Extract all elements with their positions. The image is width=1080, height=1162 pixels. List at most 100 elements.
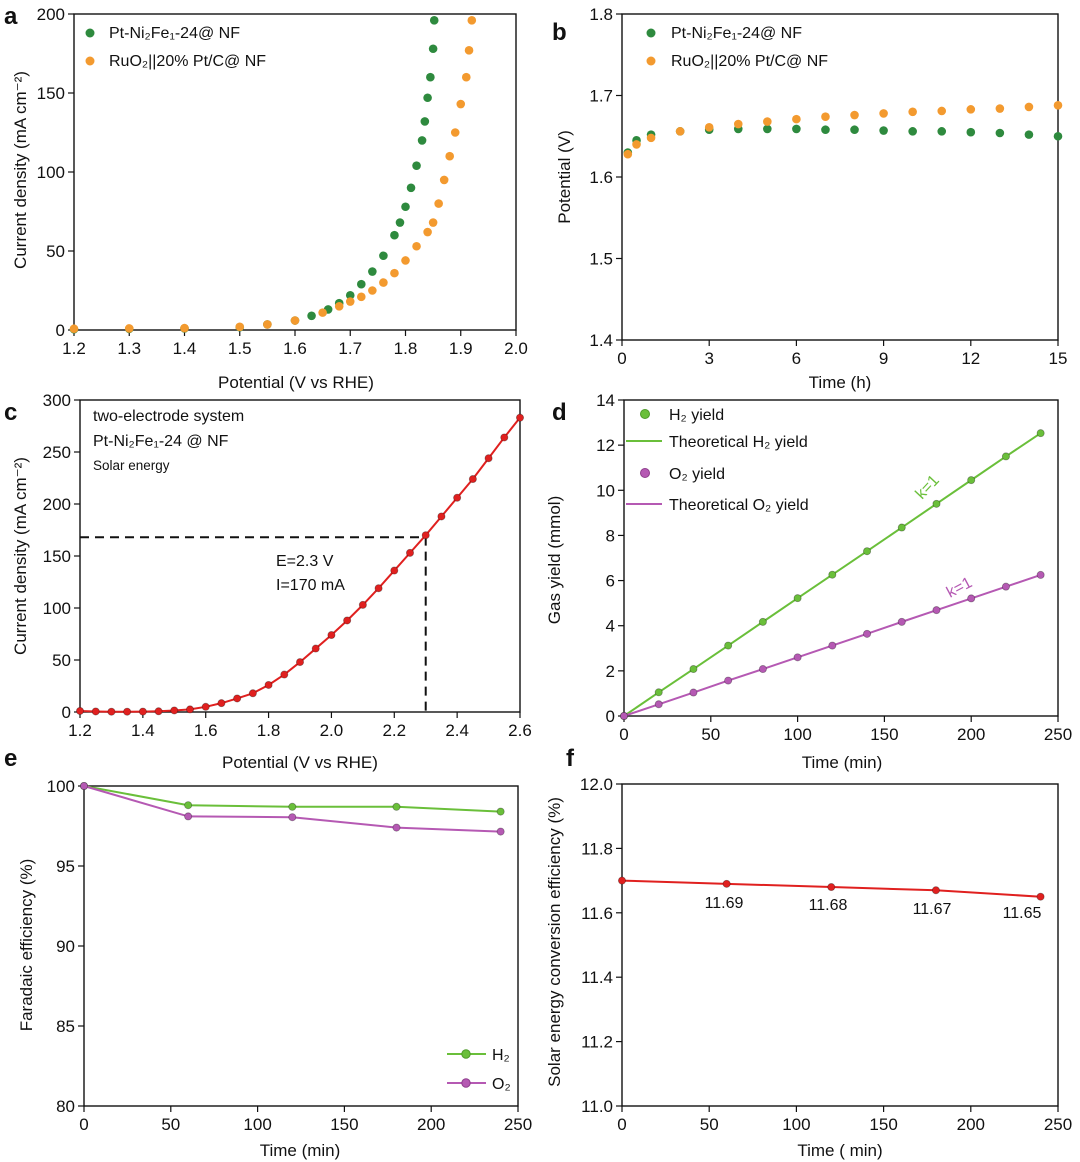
y-tick-label-a: 0: [56, 321, 65, 340]
data-point-e-1: [184, 801, 193, 810]
legend-marker-e-2: [461, 1078, 471, 1088]
x-tick-label-d: 100: [783, 725, 811, 744]
data-point-b-1: [908, 127, 917, 136]
y-axis-label-f: Solar energy conversion efficiency (%): [545, 797, 564, 1087]
data-point-a-2: [467, 16, 477, 25]
x-tick-label-a: 1.2: [62, 339, 86, 358]
x-tick-label-c: 1.8: [257, 721, 281, 740]
x-tick-label-d: 200: [957, 725, 985, 744]
data-point-b-2: [850, 110, 859, 120]
data-point-a-2: [445, 151, 455, 161]
y-tick-label-b: 1.6: [589, 168, 613, 187]
data-point-e-1: [496, 807, 505, 816]
data-point-a-1: [390, 230, 399, 240]
data-point-b-2: [632, 140, 641, 149]
data-point-a-2: [263, 320, 272, 329]
data-point-e-2: [392, 823, 401, 832]
data-point-e-2: [496, 827, 505, 836]
y-tick-label-c: 50: [52, 651, 71, 670]
data-point-e-2: [80, 782, 89, 791]
data-point-c-1: [358, 600, 367, 609]
legend-e: H₂ O₂: [447, 1047, 511, 1093]
data-label-f-1: 11.69: [705, 895, 744, 912]
data-point-a-1: [357, 279, 366, 289]
x-tick-label-e: 100: [243, 1115, 271, 1134]
annotation-c-5: I=170 mA: [276, 577, 345, 594]
data-point-a-2: [180, 323, 189, 333]
data-point-c-1: [405, 548, 414, 557]
x-tick-label-c: 2.0: [320, 721, 344, 740]
data-point-b-2: [995, 104, 1005, 113]
x-axis-label-b: Time (h): [809, 373, 872, 392]
data-point-c-1: [123, 707, 132, 716]
y-tick-label-e: 100: [47, 777, 75, 796]
data-point-a-2: [461, 72, 471, 82]
data-point-a-1: [379, 251, 388, 261]
x-tick-label-c: 2.6: [508, 721, 532, 740]
panel-letter-d: d: [552, 399, 567, 426]
data-point-a-1: [423, 93, 432, 103]
data-point-a-1: [401, 202, 410, 212]
y-tick-label-d: 8: [606, 526, 615, 545]
data-point-a-2: [401, 256, 410, 265]
data-point-a-2: [345, 297, 355, 306]
y-tick-label-e: 90: [56, 937, 75, 956]
data-point-f-1: [931, 886, 940, 895]
y-tick-label-d: 14: [596, 391, 615, 410]
x-tick-label-b: 15: [1049, 349, 1068, 368]
y-tick-label-d: 2: [606, 662, 615, 681]
legend-marker-a-1: [85, 28, 95, 38]
legend-label-b-1: Pt-Ni₂Fe₁-24@ NF: [671, 25, 802, 42]
x-tick-label-e: 200: [417, 1115, 445, 1134]
data-point-d-2: [1001, 582, 1010, 591]
data-point-c-1: [233, 694, 242, 703]
data-point-a-2: [368, 286, 377, 295]
y-tick-label-f: 12.0: [580, 775, 613, 794]
x-tick-label-d: 250: [1044, 725, 1072, 744]
y-tick-label-b: 1.5: [589, 250, 613, 269]
annotation-c-3: Solar energy: [93, 458, 170, 473]
data-point-f-1: [827, 883, 836, 892]
panel-a: a Potential (V vs RHE) Current density (…: [4, 3, 528, 392]
x-tick-label-a: 1.7: [338, 339, 362, 358]
panel-letter-f: f: [566, 745, 575, 772]
data-point-c-1: [390, 566, 399, 575]
data-point-d-1: [828, 570, 837, 579]
data-point-a-2: [423, 227, 432, 237]
legend-marker-e-1: [461, 1049, 471, 1059]
y-axis-label-d: Gas yield (mmol): [545, 496, 564, 624]
data-point-b-2: [879, 109, 888, 118]
data-point-d-2: [620, 712, 629, 721]
plot-frame-f: [621, 783, 1059, 1107]
x-tick-label-d: 50: [701, 725, 720, 744]
data-point-a-1: [345, 290, 355, 300]
data-point-a-2: [357, 292, 366, 302]
x-tick-label-a: 2.0: [504, 339, 528, 358]
x-tick-label-c: 2.4: [445, 721, 469, 740]
data-point-b-2: [821, 112, 830, 121]
data-point-a-2: [464, 46, 474, 55]
panel-letter-c: c: [4, 399, 17, 426]
data-point-a-2: [390, 268, 399, 278]
data-point-a-2: [124, 324, 134, 333]
y-tick-label-e: 80: [56, 1097, 75, 1116]
y-tick-label-f: 11.8: [581, 839, 613, 858]
data-point-a-1: [395, 218, 405, 227]
data-point-b-2: [792, 114, 801, 124]
y-tick-label-f: 11.4: [581, 968, 613, 987]
y-tick-label-f: 11.0: [581, 1097, 613, 1116]
x-tick-label-c: 1.6: [194, 721, 218, 740]
data-point-c-1: [154, 707, 163, 716]
panel-c: c Potential (V vs RHE) Current density (…: [4, 391, 532, 772]
data-point-d-1: [724, 641, 733, 650]
annotation-c-4: E=2.3 V: [276, 553, 334, 570]
data-point-d-2: [793, 653, 802, 662]
data-point-e-1: [288, 802, 297, 811]
data-label-f-4: 11.65: [1003, 905, 1042, 922]
data-point-b-1: [879, 126, 888, 135]
data-point-c-1: [185, 705, 194, 714]
x-tick-label-a: 1.5: [228, 339, 252, 358]
panel-b: b Time (h) Potential (V) Pt-Ni₂Fe₁-24@ N…: [552, 5, 1067, 392]
panel-f: f Time ( min) Solar energy conversion ef…: [545, 745, 1072, 1160]
legend-label-d-3: O₂ yield: [669, 466, 725, 483]
